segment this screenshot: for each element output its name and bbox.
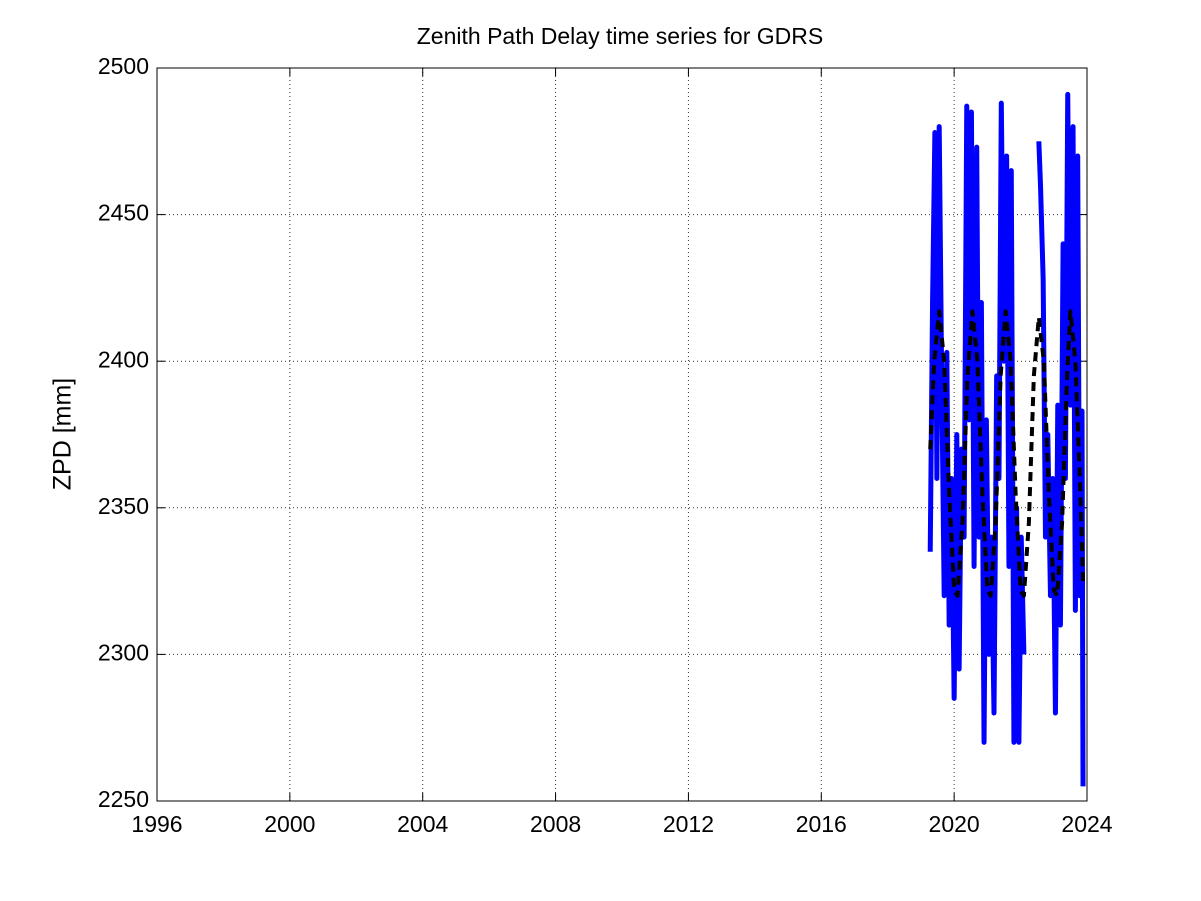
x-tick-label: 2020 (929, 811, 980, 837)
y-axis-label: ZPD [mm] (49, 378, 77, 491)
y-tick-label: 2300 (98, 639, 149, 665)
y-tick-label: 2450 (98, 200, 149, 226)
x-tick-label: 1996 (131, 811, 182, 837)
x-tick-label: 2024 (1061, 811, 1112, 837)
y-tick-label: 2500 (98, 53, 149, 79)
x-tick-label: 2016 (796, 811, 847, 837)
x-tick-label: 2012 (663, 811, 714, 837)
data-line (927, 91, 1086, 787)
x-tick-label: 2000 (264, 811, 315, 837)
x-tick-label: 2004 (397, 811, 448, 837)
x-tick-label: 2008 (530, 811, 581, 837)
chart-title: Zenith Path Delay time series for GDRS (417, 23, 823, 49)
y-tick-label: 2250 (98, 786, 149, 812)
y-tick-label: 2350 (98, 493, 149, 519)
fit-line (928, 309, 1086, 598)
y-tick-label: 2400 (98, 346, 149, 372)
axes-box (156, 67, 1088, 802)
